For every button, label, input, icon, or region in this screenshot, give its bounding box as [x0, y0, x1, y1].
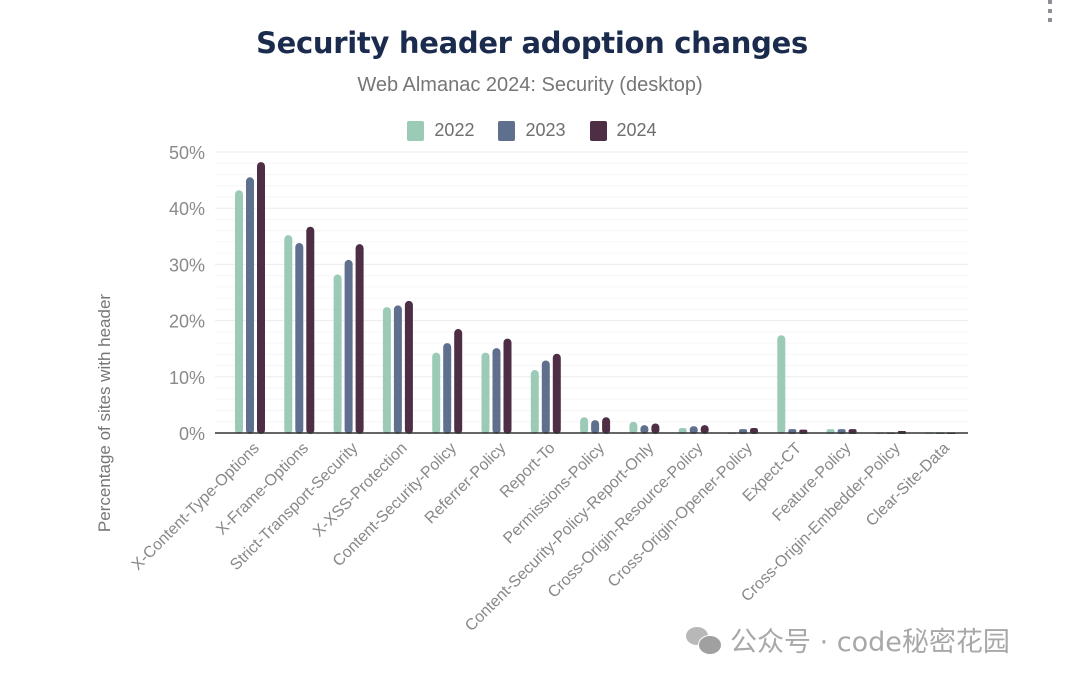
watermark: 公众号 · code秘密花园 — [686, 620, 1010, 659]
bar-2024[interactable] — [306, 226, 315, 434]
bar-group — [481, 338, 512, 434]
bar-group — [235, 162, 265, 435]
legend: 2022 2023 2024 — [0, 120, 1064, 141]
bar-group — [629, 421, 660, 434]
watermark-text: 公众号 · code秘密花园 — [730, 627, 1010, 658]
bar-2023[interactable] — [492, 348, 501, 434]
bar-2024[interactable] — [454, 329, 463, 434]
bar-2022[interactable] — [481, 352, 490, 434]
bar-2022[interactable] — [530, 370, 539, 434]
y-tick-label: 50% — [169, 143, 205, 163]
y-tick-label: 10% — [169, 368, 205, 388]
bar-2024[interactable] — [602, 417, 611, 434]
bar-2024[interactable] — [355, 244, 364, 434]
bar-group — [382, 300, 413, 434]
bars — [235, 162, 956, 435]
legend-item-2024[interactable]: 2024 — [589, 120, 657, 141]
y-axis-title: Percentage of sites with header — [95, 294, 114, 532]
more-vertical-icon[interactable] — [1046, 0, 1054, 22]
legend-item-2022[interactable]: 2022 — [407, 120, 474, 141]
legend-item-2023[interactable]: 2023 — [498, 120, 566, 141]
legend-label: 2022 — [434, 120, 475, 140]
bar-group — [284, 226, 315, 434]
y-tick-label: 40% — [169, 199, 205, 219]
bar-2024[interactable] — [257, 162, 265, 434]
bar-2022[interactable] — [333, 274, 342, 434]
bar-2024[interactable] — [700, 425, 709, 434]
chart-subtitle: Web Almanac 2024: Security (desktop) — [357, 74, 703, 96]
menu-dot — [1048, 18, 1052, 22]
y-tick-label: 30% — [169, 255, 205, 275]
bar-2023[interactable] — [591, 420, 600, 434]
legend-swatch-2024 — [589, 120, 607, 141]
bar-2023[interactable] — [640, 425, 649, 434]
legend-label: 2024 — [616, 120, 657, 140]
menu-dot — [1048, 0, 1052, 4]
x-tick-label: X-Frame-Options — [213, 440, 312, 539]
bar-2022[interactable] — [284, 235, 293, 434]
bar-2023[interactable] — [689, 426, 698, 434]
wechat-icon — [686, 625, 722, 655]
bar-2024[interactable] — [552, 353, 561, 434]
x-tick-label: X-XSS-Protection — [310, 440, 411, 541]
bar-2022[interactable] — [432, 352, 441, 434]
legend-label: 2023 — [525, 120, 566, 140]
bar-group — [333, 244, 364, 434]
bar-2022[interactable] — [382, 307, 391, 434]
bar-2024[interactable] — [404, 300, 413, 434]
legend-swatch-2022 — [407, 120, 425, 141]
menu-dot — [1048, 9, 1052, 13]
bar-2024[interactable] — [503, 338, 512, 434]
bar-2022[interactable] — [235, 190, 243, 434]
bar-2023[interactable] — [246, 177, 254, 435]
legend-swatch-2023 — [498, 120, 516, 141]
bar-2024[interactable] — [651, 423, 660, 434]
chart-title: Security header adoption changes — [256, 26, 808, 60]
bar-2023[interactable] — [541, 360, 550, 434]
bar-2023[interactable] — [295, 243, 304, 434]
x-tick-labels: X-Content-Type-OptionsX-Frame-OptionsStr… — [129, 440, 953, 635]
bar-group — [530, 353, 561, 434]
bar-2023[interactable] — [344, 259, 353, 434]
bar-group — [777, 335, 808, 434]
bar-2023[interactable] — [443, 343, 452, 434]
bar-2023[interactable] — [393, 305, 402, 434]
bar-group — [432, 329, 463, 434]
y-tick-labels: 0% 10% 20% 30% 40% 50% — [169, 143, 205, 444]
x-tick-label: Clear-Site-Data — [863, 440, 953, 530]
bar-2022[interactable] — [580, 417, 589, 434]
gridlines — [215, 151, 968, 423]
y-tick-label: 20% — [169, 312, 205, 332]
bar-2022[interactable] — [777, 335, 786, 434]
bar-2022[interactable] — [629, 421, 638, 434]
y-tick-label: 0% — [179, 424, 205, 444]
bar-group — [580, 417, 611, 434]
